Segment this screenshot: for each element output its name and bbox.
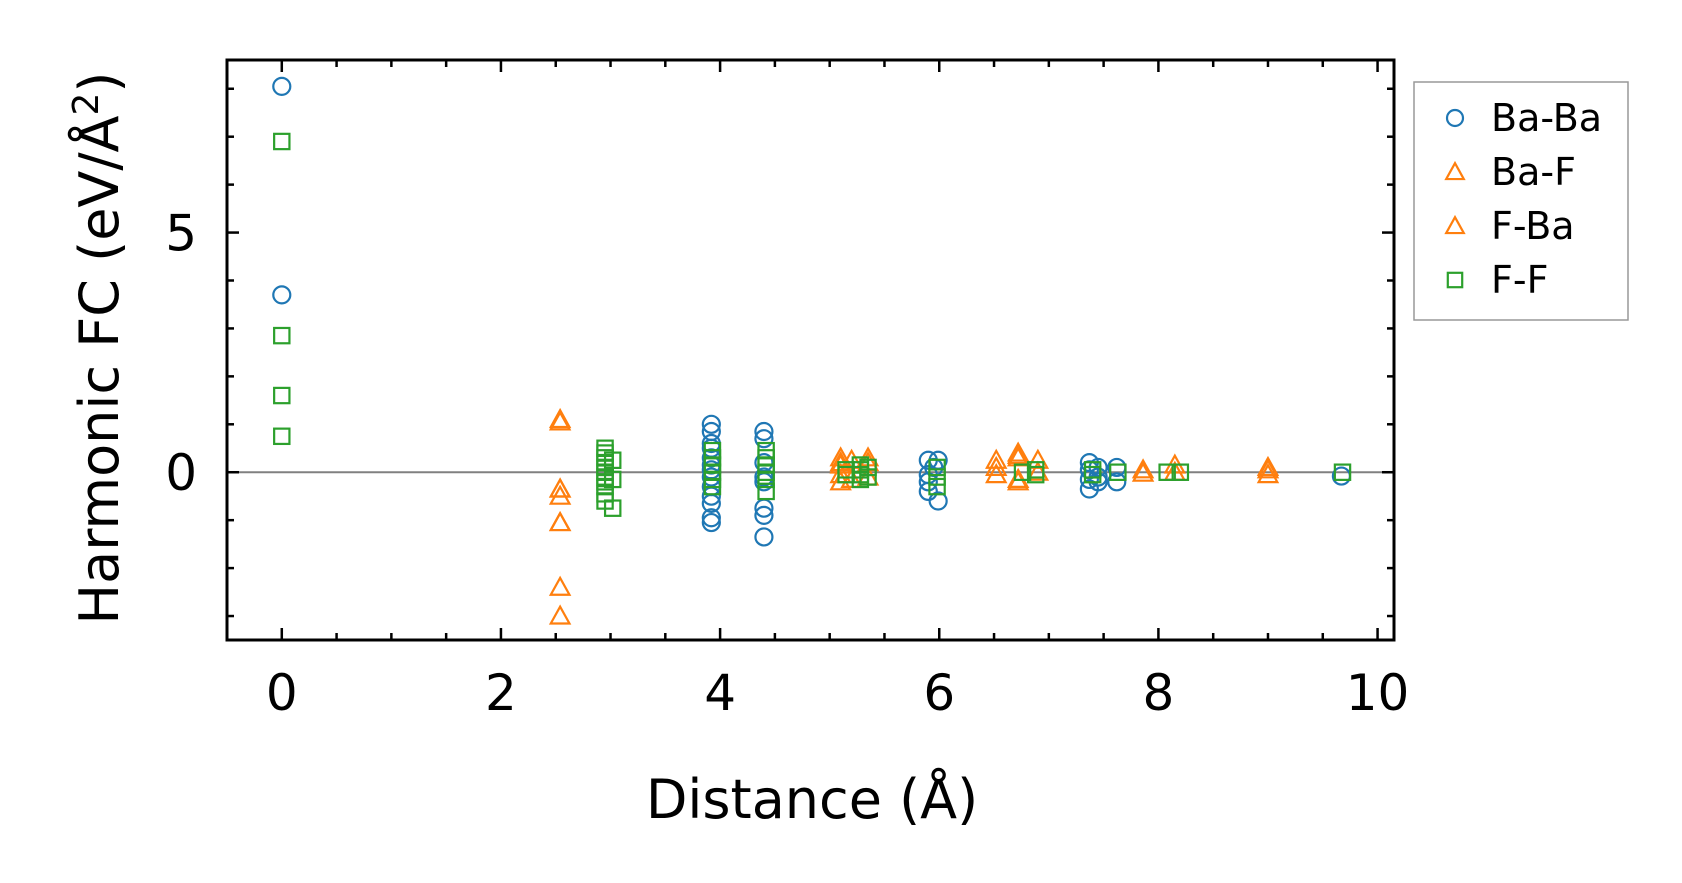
data-point — [757, 470, 775, 489]
data-point — [548, 407, 572, 429]
legend-entries: Ba-Ba Ba-F F-Ba F-F — [1444, 96, 1602, 302]
data-point — [1131, 458, 1155, 479]
x-tick-label: 0 — [266, 664, 298, 722]
legend-marker — [1445, 108, 1465, 128]
legend-label: Ba-F — [1491, 150, 1576, 194]
legend: Ba-Ba Ba-F F-Ba F-F — [1413, 81, 1629, 321]
data-point — [1107, 472, 1127, 492]
legend-item: F-Ba — [1444, 204, 1575, 248]
y-axis-label-main: Harmonic FC (eV/Å — [67, 115, 131, 624]
legend-item: Ba-F — [1444, 150, 1576, 194]
data-point — [1333, 463, 1352, 481]
legend-item: Ba-Ba — [1445, 96, 1602, 140]
axis-ticks — [227, 60, 1394, 640]
data-point — [548, 575, 572, 596]
data-point — [754, 467, 774, 487]
data-point — [754, 505, 774, 525]
data-point — [548, 604, 572, 625]
data-point — [1158, 463, 1176, 481]
data-point — [548, 510, 572, 532]
data-point — [273, 386, 291, 405]
x-tick-label: 6 — [923, 664, 955, 722]
data-point — [272, 285, 292, 305]
y-tick-label: 5 — [165, 205, 197, 263]
legend-label: F-Ba — [1491, 204, 1575, 248]
x-axis-label: Distance (Å) — [646, 767, 978, 831]
data-point — [548, 410, 572, 431]
data-point — [1006, 467, 1030, 489]
data-point — [548, 477, 572, 498]
y-axis-label-close: ) — [68, 72, 131, 93]
plot-marks — [227, 76, 1394, 625]
data-point — [1083, 465, 1102, 484]
data-point — [757, 482, 775, 501]
data-point — [928, 468, 946, 486]
data-point — [1026, 465, 1045, 484]
legend-item: F-F — [1446, 258, 1548, 302]
data-point — [985, 463, 1008, 484]
legend-box — [1413, 81, 1629, 321]
x-tick-label: 2 — [485, 664, 517, 722]
data-point — [1171, 463, 1190, 481]
data-point — [1256, 463, 1280, 484]
data-point — [928, 458, 946, 477]
data-point — [859, 468, 877, 486]
data-point — [928, 477, 946, 496]
series-f-f — [273, 132, 1352, 517]
data-point — [701, 512, 721, 533]
legend-label: Ba-Ba — [1491, 96, 1602, 140]
y-axis-label-superscript: 2 — [66, 93, 107, 116]
y-tick-label: 0 — [165, 444, 197, 502]
data-point — [754, 421, 774, 442]
data-point — [1013, 463, 1032, 481]
data-point — [1006, 441, 1030, 462]
data-point — [928, 491, 948, 511]
data-point — [754, 429, 774, 449]
data-point — [273, 326, 291, 345]
data-point — [918, 481, 938, 502]
legend-label: F-F — [1491, 258, 1548, 302]
data-point — [548, 484, 572, 505]
data-point — [1109, 463, 1127, 481]
legend-marker — [1444, 160, 1466, 181]
x-tick-label: 8 — [1143, 664, 1175, 722]
data-point — [273, 427, 291, 446]
y-axis-label: Harmonic FC (eV/Å2) — [66, 72, 132, 625]
data-point — [985, 448, 1008, 469]
data-point — [603, 499, 622, 517]
data-point — [272, 76, 292, 96]
data-point — [273, 132, 291, 151]
tick-labels: 0 2 4 6 8 10 0 5 — [165, 205, 1409, 722]
series-ba-f — [548, 407, 1280, 625]
legend-marker — [1446, 271, 1464, 289]
legend-marker — [1444, 214, 1466, 235]
data-point — [859, 458, 877, 477]
x-tick-label: 10 — [1346, 664, 1410, 722]
data-point — [918, 472, 938, 492]
data-point — [548, 510, 572, 532]
x-tick-label: 4 — [704, 664, 736, 722]
plot-frame — [225, 58, 1396, 642]
data-point — [1256, 458, 1280, 479]
data-point — [754, 527, 774, 547]
data-point — [703, 477, 722, 496]
data-point — [701, 508, 721, 528]
data-point — [1256, 455, 1280, 477]
data-point — [1006, 443, 1030, 465]
data-point — [603, 470, 622, 489]
data-point — [603, 451, 622, 469]
data-point — [985, 455, 1008, 477]
data-point — [701, 414, 721, 434]
data-point — [1131, 461, 1155, 482]
